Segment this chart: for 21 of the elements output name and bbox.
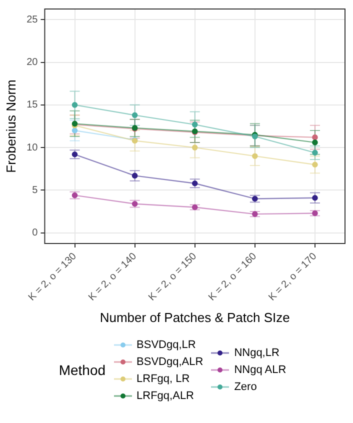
- y-tick-label: 25: [26, 14, 38, 26]
- x-tick-label: K = 2, o = 130: [26, 250, 80, 304]
- legend-label: Zero: [234, 381, 257, 393]
- legend-label: NNgq,LR: [234, 347, 280, 359]
- legend-label: LRFgq,ALR: [136, 390, 194, 402]
- legend-title: Method: [58, 362, 106, 378]
- legend-label: BSVDgq,LR: [136, 338, 196, 350]
- y-tick-label: 10: [26, 142, 38, 154]
- x-tick-label: K = 2, o = 160: [206, 250, 260, 304]
- x-axis-title: Number of Patches & Patch SIze: [100, 310, 290, 325]
- y-tick-label: 15: [26, 100, 38, 111]
- y-tick-label: 20: [26, 57, 38, 68]
- x-tick-label: K = 2, o = 170: [266, 250, 320, 304]
- legend-label: BSVDgq,ALR: [136, 356, 204, 368]
- y-tick-label: 5: [32, 184, 38, 196]
- y-tick-label: 0: [32, 228, 38, 239]
- legend-label: NNgq ALR: [234, 364, 286, 376]
- x-tick-label: K = 2, o = 150: [146, 250, 200, 304]
- x-tick-label: K = 2, o = 140: [86, 250, 140, 304]
- y-axis-title: Frobenius Norm: [3, 80, 18, 173]
- legend-label: LRFgq, LR: [136, 372, 190, 384]
